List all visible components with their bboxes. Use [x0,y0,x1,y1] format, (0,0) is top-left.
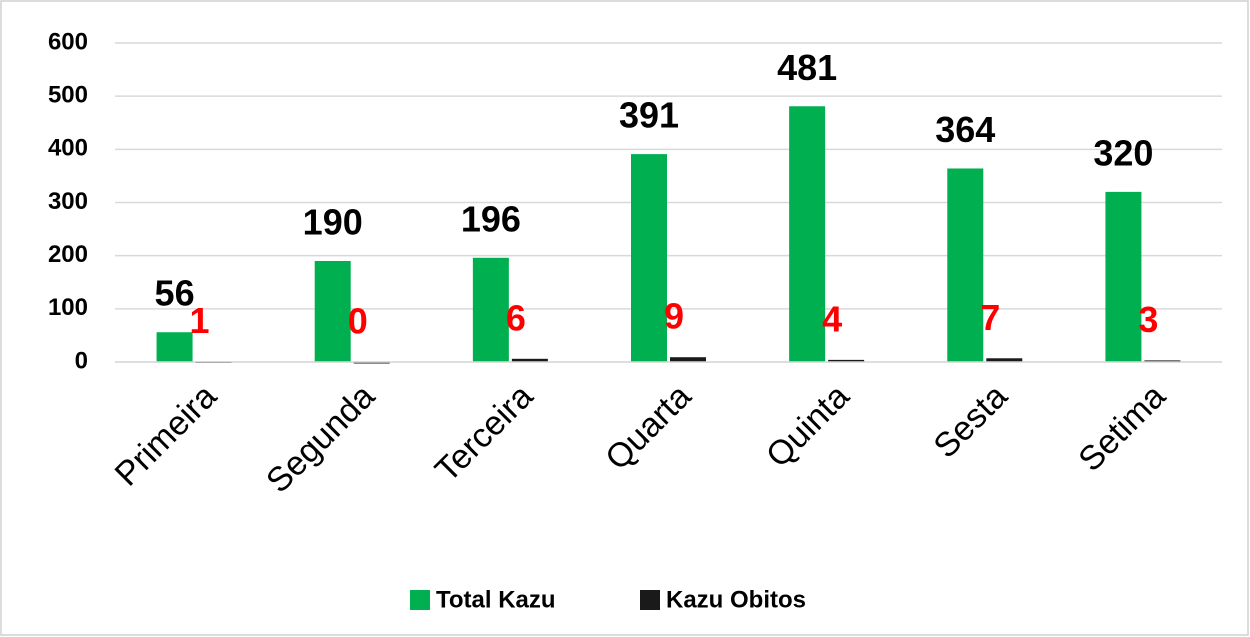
bar [828,359,865,362]
bar [314,260,351,362]
legend-label: Kazu Obitos [666,586,806,613]
legend-label: Total Kazu [436,586,556,613]
data-label: 7 [980,297,1000,338]
bar [986,358,1023,362]
bar [1105,191,1142,362]
data-label: 1 [190,300,210,341]
legend-swatch [410,590,430,610]
bar [472,257,509,362]
bar [511,358,548,362]
y-tick-label: 400 [48,135,88,162]
bar [1144,360,1181,362]
data-label: 391 [619,95,679,136]
bar [156,332,193,362]
bar [947,168,984,362]
data-label: 364 [935,109,995,150]
data-label: 0 [348,301,368,342]
data-label: 320 [1093,132,1153,173]
data-label: 9 [664,296,684,337]
bar [631,154,667,362]
y-tick-label: 200 [48,241,88,268]
data-label: 196 [461,198,521,239]
bar [670,357,706,362]
y-tick-label: 500 [48,82,88,109]
data-label: 190 [303,201,363,242]
y-tick-label: 100 [48,294,88,321]
bar [789,106,826,362]
data-label: 3 [1138,299,1158,340]
data-label: 6 [506,297,526,338]
data-label: 56 [155,273,195,314]
y-tick-label: 0 [75,347,88,374]
y-tick-label: 300 [48,188,88,215]
legend-swatch [640,590,660,610]
data-label: 481 [777,47,837,88]
y-tick-label: 600 [48,28,88,55]
data-label: 4 [822,298,842,339]
